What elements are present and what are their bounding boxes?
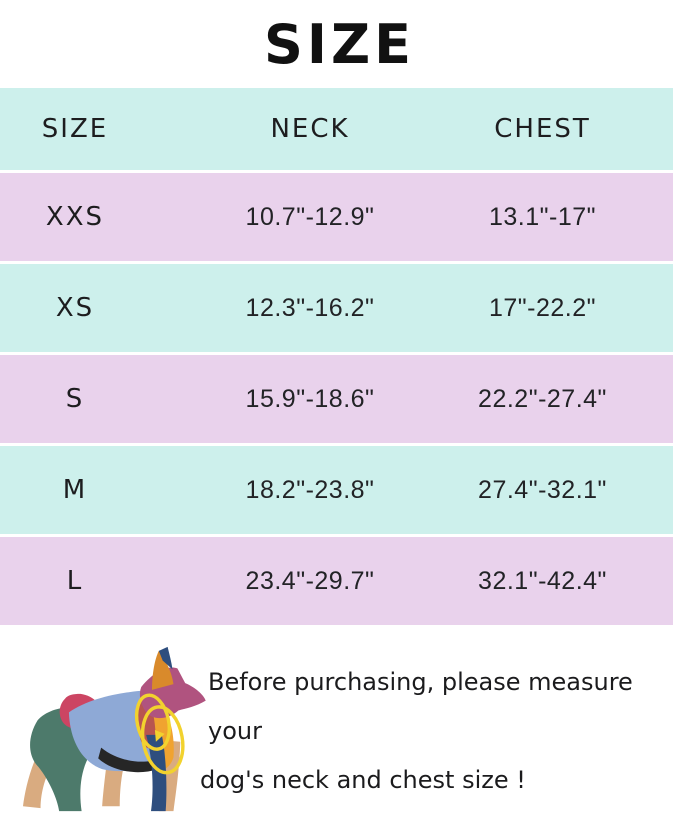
neck-cell: 15.9"-18.6" [245,384,375,413]
table-row: M 18.2"-23.8" 27.4"-32.1" [0,446,673,534]
column-header-neck: NECK [270,114,350,144]
table-row: S 15.9"-18.6" 22.2"-27.4" [0,355,673,443]
neck-cell: 18.2"-23.8" [245,475,375,504]
measured-dog-illustration-icon [22,646,206,812]
note-line-3: If between two sizes, Select the larger … [148,805,679,816]
chest-cell: 17"-22.2" [488,293,597,322]
neck-cell: 12.3"-16.2" [245,293,375,322]
chest-cell: 27.4"-32.1" [478,475,607,504]
chest-cell: 32.1"-42.4" [478,566,607,595]
measurement-note-section: Before purchasing, please measure your d… [0,640,679,816]
table-row: L 23.4"-29.7" 32.1"-42.4" [0,537,673,625]
size-cell: M [62,475,88,505]
size-cell: XS [55,293,95,323]
neck-cell: 23.4"-29.7" [245,566,375,595]
neck-cell: 10.7"-12.9" [245,202,375,231]
table-row: XS 12.3"-16.2" 17"-22.2" [0,264,673,352]
size-table: SIZE NECK CHEST XXS 10.7"-12.9" 13.1"-17… [0,88,673,628]
page-title: SIZE [263,12,416,76]
note-line-2: dog's neck and chest size ! [200,766,526,794]
note-line-1: Before purchasing, please measure your [208,668,633,745]
column-header-chest: CHEST [494,114,591,144]
size-cell: S [65,384,85,414]
size-cell: XXS [45,202,105,232]
measurement-note: Before purchasing, please measure your d… [0,658,679,816]
column-header-size: SIZE [41,114,109,144]
chest-cell: 13.1"-17" [488,202,597,231]
table-header-row: SIZE NECK CHEST [0,88,673,170]
size-cell: L [66,566,84,596]
chest-cell: 22.2"-27.4" [478,384,607,413]
table-row: XXS 10.7"-12.9" 13.1"-17" [0,173,673,261]
